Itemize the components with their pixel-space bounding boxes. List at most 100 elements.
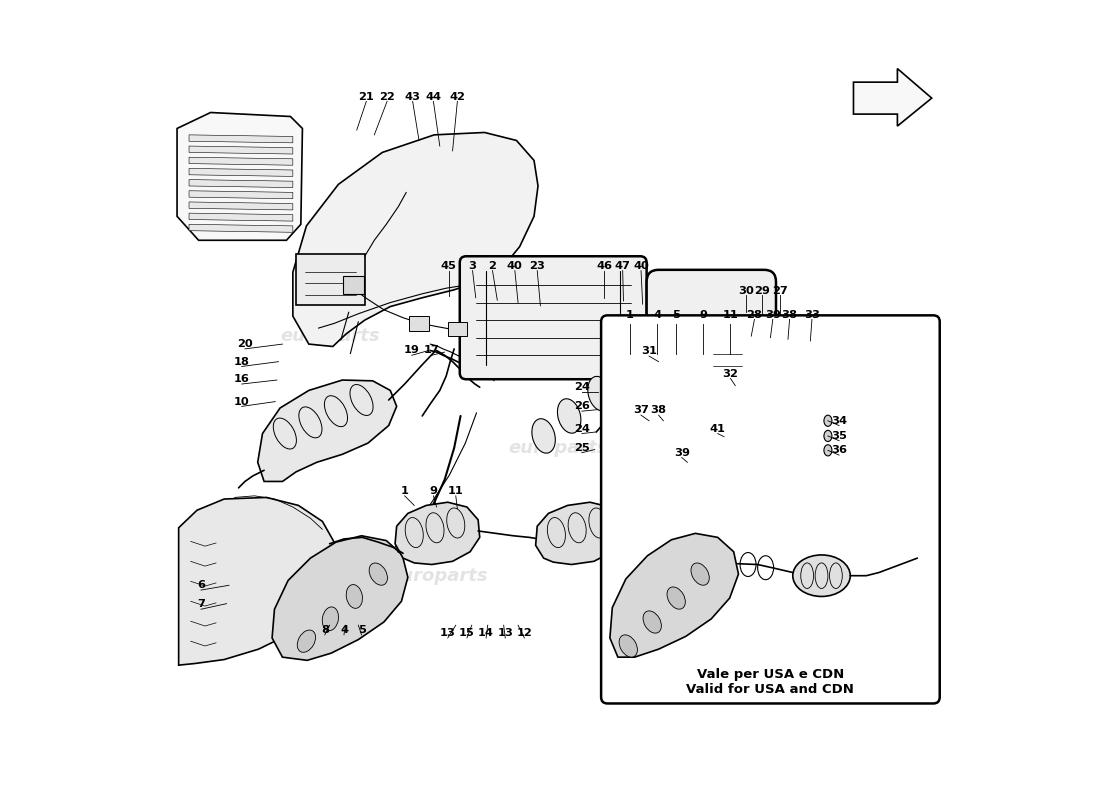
- Text: 38: 38: [782, 310, 797, 319]
- FancyBboxPatch shape: [647, 270, 776, 388]
- Text: 35: 35: [832, 431, 847, 441]
- Text: 29: 29: [755, 286, 770, 295]
- Text: 1: 1: [626, 310, 634, 319]
- Text: 39: 39: [764, 310, 781, 319]
- Text: 20: 20: [238, 339, 253, 349]
- Text: 19: 19: [404, 346, 420, 355]
- Text: 21: 21: [359, 91, 374, 102]
- Ellipse shape: [532, 418, 556, 453]
- Text: 5: 5: [358, 625, 365, 635]
- Polygon shape: [189, 135, 293, 143]
- Ellipse shape: [824, 445, 832, 456]
- Polygon shape: [705, 466, 822, 494]
- Text: 5: 5: [672, 310, 680, 319]
- Polygon shape: [293, 133, 538, 346]
- Text: 39: 39: [674, 448, 690, 458]
- Ellipse shape: [824, 430, 832, 442]
- Ellipse shape: [793, 555, 850, 597]
- Text: Valid for USA and CDN: Valid for USA and CDN: [686, 682, 855, 696]
- Text: 34: 34: [832, 416, 847, 426]
- Text: 45: 45: [441, 261, 456, 271]
- Text: 31: 31: [641, 346, 657, 356]
- Text: 44: 44: [426, 91, 441, 102]
- Polygon shape: [395, 502, 480, 565]
- Text: 4: 4: [653, 310, 661, 319]
- Text: 38: 38: [650, 406, 667, 415]
- Text: 11: 11: [448, 486, 463, 496]
- Polygon shape: [536, 502, 624, 565]
- Polygon shape: [189, 158, 293, 166]
- Ellipse shape: [322, 607, 339, 630]
- Text: europarts: europarts: [280, 327, 381, 345]
- Ellipse shape: [558, 398, 581, 433]
- Text: 14: 14: [478, 628, 494, 638]
- Text: 46: 46: [596, 261, 613, 271]
- Ellipse shape: [297, 630, 316, 652]
- Text: 12: 12: [517, 628, 532, 638]
- Text: 32: 32: [723, 369, 738, 378]
- Text: 24: 24: [574, 424, 590, 434]
- FancyBboxPatch shape: [705, 336, 750, 374]
- Text: 15: 15: [459, 628, 475, 638]
- Polygon shape: [189, 213, 293, 221]
- Text: 8: 8: [321, 625, 329, 635]
- Text: 3: 3: [469, 261, 476, 271]
- Text: 4: 4: [340, 625, 348, 635]
- Text: 37: 37: [634, 406, 649, 415]
- Text: 28: 28: [747, 310, 762, 319]
- Text: 11: 11: [723, 310, 738, 319]
- Polygon shape: [189, 190, 293, 198]
- Ellipse shape: [346, 585, 363, 608]
- Text: 23: 23: [529, 261, 546, 271]
- Text: 16: 16: [234, 374, 250, 384]
- Ellipse shape: [644, 611, 661, 633]
- FancyBboxPatch shape: [409, 316, 429, 330]
- Polygon shape: [189, 202, 293, 210]
- Polygon shape: [189, 146, 293, 154]
- FancyBboxPatch shape: [460, 256, 647, 379]
- Text: 22: 22: [379, 91, 395, 102]
- Text: 43: 43: [405, 91, 420, 102]
- Text: europarts: europarts: [692, 566, 792, 585]
- Text: 13: 13: [497, 628, 514, 638]
- Text: 9: 9: [429, 486, 438, 496]
- Text: 42: 42: [450, 91, 465, 102]
- Polygon shape: [755, 448, 786, 483]
- Polygon shape: [257, 380, 397, 482]
- Ellipse shape: [691, 563, 710, 586]
- Ellipse shape: [370, 563, 387, 586]
- Polygon shape: [177, 113, 302, 240]
- Text: 13: 13: [440, 628, 455, 638]
- Text: 40: 40: [507, 261, 522, 271]
- Text: 33: 33: [804, 310, 820, 319]
- Polygon shape: [820, 442, 836, 490]
- Ellipse shape: [619, 635, 637, 657]
- Polygon shape: [609, 534, 738, 657]
- Text: 24: 24: [574, 382, 590, 392]
- Text: Vale per USA e CDN: Vale per USA e CDN: [696, 668, 844, 682]
- Text: 26: 26: [574, 402, 590, 411]
- FancyBboxPatch shape: [601, 315, 939, 703]
- FancyBboxPatch shape: [343, 276, 364, 294]
- FancyBboxPatch shape: [448, 322, 466, 336]
- Text: 2: 2: [488, 261, 496, 271]
- Text: 30: 30: [738, 286, 755, 295]
- Ellipse shape: [587, 376, 612, 411]
- Polygon shape: [702, 371, 814, 486]
- FancyBboxPatch shape: [296, 254, 365, 305]
- Polygon shape: [189, 179, 293, 187]
- Text: 40: 40: [634, 261, 649, 271]
- Ellipse shape: [824, 415, 832, 426]
- Text: 27: 27: [772, 286, 788, 295]
- Polygon shape: [854, 69, 932, 126]
- Text: 36: 36: [832, 446, 847, 455]
- Polygon shape: [178, 498, 339, 665]
- Text: europarts: europarts: [341, 231, 440, 250]
- Text: 41: 41: [710, 424, 726, 434]
- Text: 10: 10: [234, 397, 250, 406]
- Polygon shape: [189, 224, 293, 232]
- Text: europarts: europarts: [388, 566, 488, 585]
- Ellipse shape: [667, 587, 685, 609]
- Text: 9: 9: [700, 310, 707, 319]
- Text: 25: 25: [574, 443, 590, 453]
